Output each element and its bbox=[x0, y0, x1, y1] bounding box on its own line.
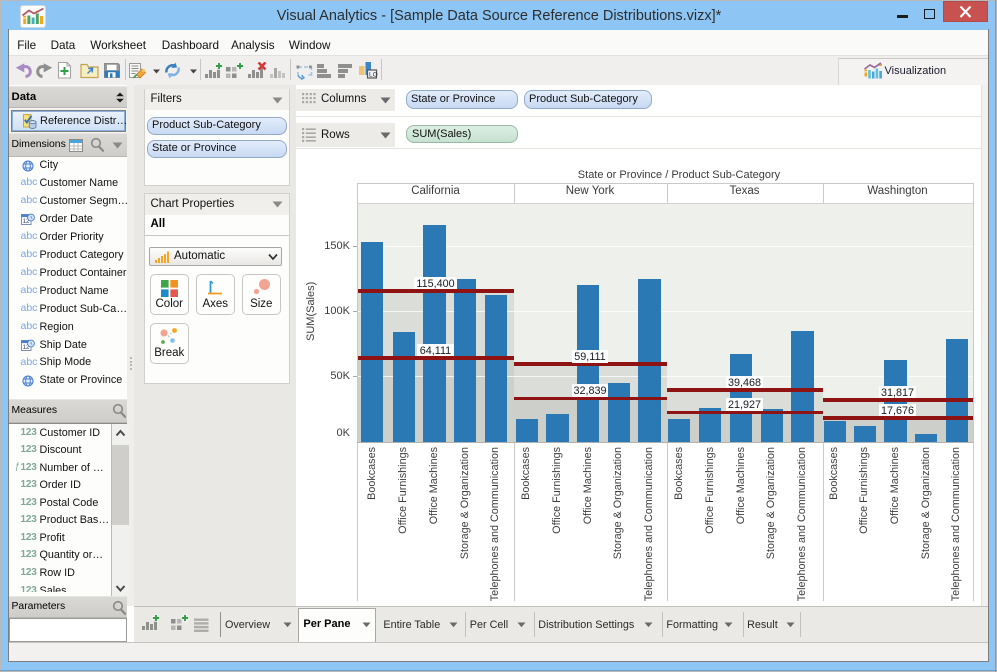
svg-text:12: 12 bbox=[22, 344, 29, 351]
svg-text:LO: LO bbox=[369, 72, 378, 79]
svg-text:12: 12 bbox=[22, 219, 29, 226]
